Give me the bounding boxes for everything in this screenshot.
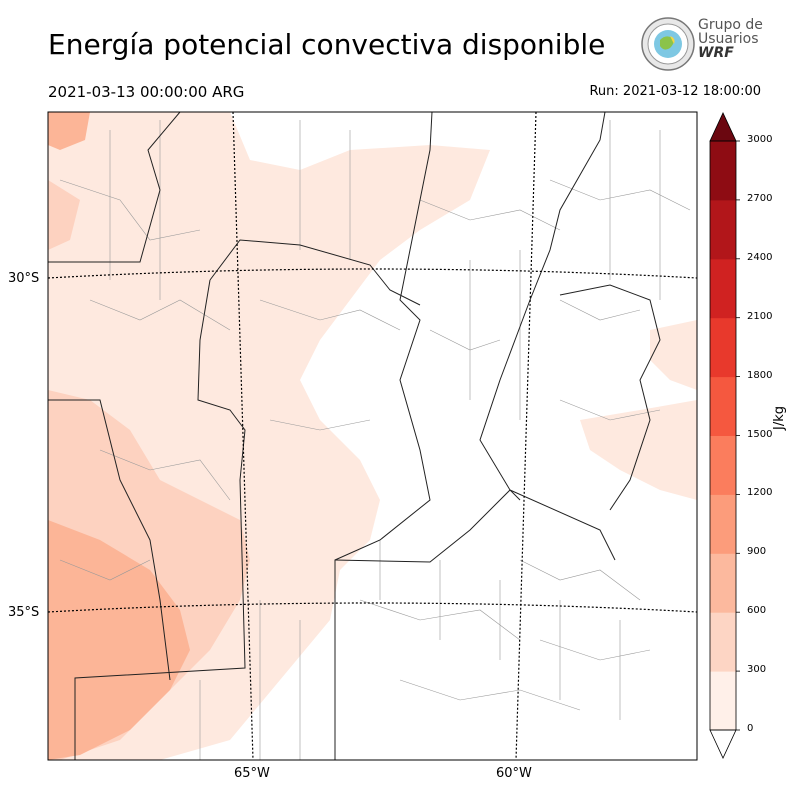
run-time: Run: 2021-03-12 18:00:00 bbox=[589, 84, 761, 99]
colorbar-segment bbox=[710, 317, 736, 378]
colorbar-segment bbox=[710, 494, 736, 554]
colorbar-segment bbox=[710, 199, 736, 260]
cape-band-600-900 bbox=[48, 520, 190, 760]
cape-patch-east-2 bbox=[580, 400, 697, 500]
cape-patch-north bbox=[48, 112, 90, 150]
meridian-65w bbox=[232, 111, 254, 761]
colorbar-tick-label: 600 bbox=[747, 605, 767, 617]
meridian-60w bbox=[515, 111, 537, 761]
colorbar-tick-label: 900 bbox=[747, 546, 767, 558]
logo: Grupo de Usuarios WRF bbox=[640, 16, 763, 72]
colorbar-tick-label: 1200 bbox=[747, 487, 773, 499]
parallel-35s bbox=[47, 602, 698, 613]
colorbar-segment bbox=[710, 612, 736, 672]
logo-text: Grupo de Usuarios WRF bbox=[698, 18, 763, 60]
map-title: Energía potencial convectiva disponible bbox=[48, 28, 606, 61]
cape-patch-east bbox=[650, 320, 697, 390]
province-borders bbox=[48, 111, 661, 760]
colorbar-tick-label: 2700 bbox=[747, 192, 773, 204]
cape-field bbox=[48, 112, 697, 760]
colorbar-segment bbox=[710, 376, 736, 436]
colorbar-tick-label: 2400 bbox=[747, 251, 773, 263]
graticule bbox=[47, 111, 698, 761]
colorbar-segment bbox=[710, 258, 736, 319]
lat-label-30s: 30°S bbox=[8, 271, 40, 286]
colorbar-tick-label: 2100 bbox=[747, 310, 773, 322]
colorbar bbox=[709, 112, 740, 759]
lon-label-65w: 65°W bbox=[234, 766, 270, 781]
colorbar-segment bbox=[710, 141, 736, 201]
logo-line1: Grupo de bbox=[698, 17, 763, 33]
logo-line3: WRF bbox=[698, 45, 734, 61]
colorbar-segment bbox=[710, 435, 736, 495]
colorbar-segment bbox=[710, 671, 736, 731]
parallel-30s bbox=[47, 268, 698, 279]
colorbar-segment bbox=[710, 553, 736, 613]
cape-patch-nw bbox=[48, 180, 80, 250]
colorbar-tick-label: 0 bbox=[747, 723, 754, 734]
colorbar-tick-label: 300 bbox=[747, 664, 767, 676]
colorbar-tick-label: 3000 bbox=[747, 134, 773, 145]
colorbar-tick-label: 1800 bbox=[747, 369, 773, 381]
colorbar-min-extension bbox=[709, 729, 737, 759]
colorbar-tick-label: 1500 bbox=[747, 428, 773, 440]
colorbar-unit-label: J/kg bbox=[772, 406, 787, 430]
lon-label-60w: 60°W bbox=[496, 766, 532, 781]
colorbar-max-extension bbox=[709, 112, 737, 142]
logo-line2: Usuarios bbox=[698, 31, 759, 47]
map-frame bbox=[47, 111, 698, 761]
lat-label-35s: 35°S bbox=[8, 605, 40, 620]
globe-seal-icon bbox=[641, 17, 695, 71]
valid-time: 2021-03-13 00:00:00 ARG bbox=[48, 83, 245, 101]
department-borders bbox=[59, 120, 691, 760]
